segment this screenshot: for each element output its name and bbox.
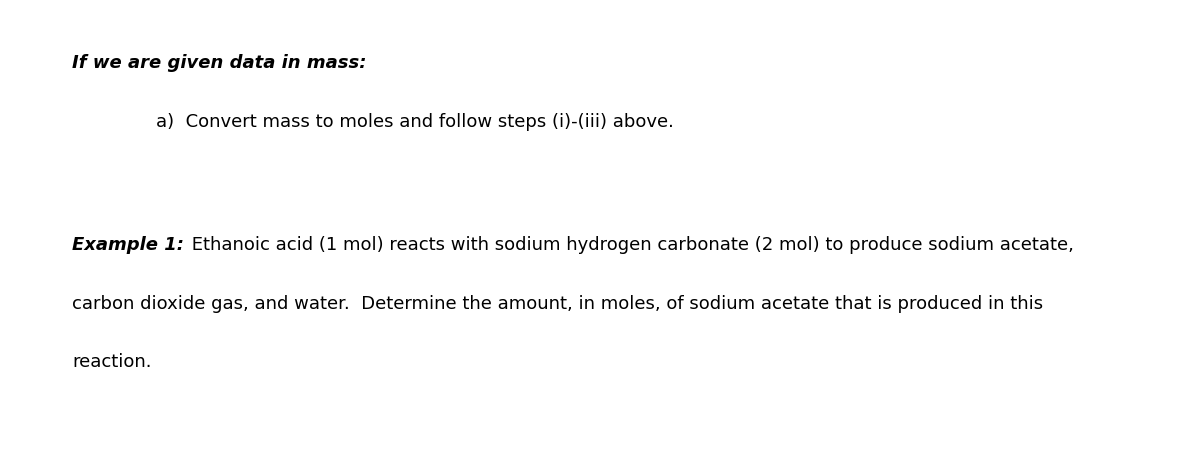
Text: Ethanoic acid (1 mol) reacts with sodium hydrogen carbonate (2 mol) to produce s: Ethanoic acid (1 mol) reacts with sodium… <box>186 236 1074 254</box>
Text: Example 1:: Example 1: <box>72 236 184 254</box>
Text: reaction.: reaction. <box>72 353 151 371</box>
Text: If we are given data in mass:: If we are given data in mass: <box>72 54 366 72</box>
Text: a)  Convert mass to moles and follow steps (i)-(iii) above.: a) Convert mass to moles and follow step… <box>156 113 674 131</box>
FancyBboxPatch shape <box>12 5 1188 446</box>
Text: carbon dioxide gas, and water.  Determine the amount, in moles, of sodium acetat: carbon dioxide gas, and water. Determine… <box>72 295 1043 313</box>
